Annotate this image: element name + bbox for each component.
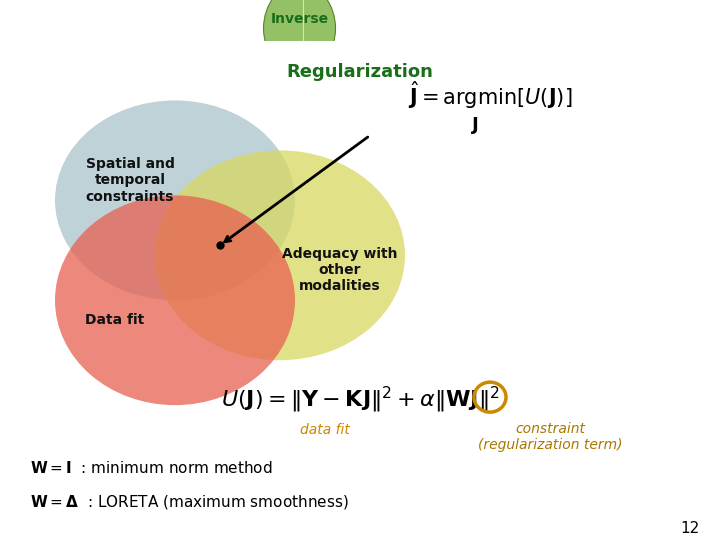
- Text: $\mathbf{W} = \mathbf{I}$  : minimum norm method: $\mathbf{W} = \mathbf{I}$ : minimum norm…: [30, 460, 273, 476]
- Text: $\mathbf{J}$: $\mathbf{J}$: [471, 115, 479, 136]
- Ellipse shape: [55, 100, 295, 300]
- Text: $\hat{\mathbf{J}} = \mathrm{argmin}[U(\mathbf{J})]$: $\hat{\mathbf{J}} = \mathrm{argmin}[U(\m…: [408, 79, 572, 111]
- Text: $\mathbf{W} = \mathbf{\Delta}$  : LORETA (maximum smoothness): $\mathbf{W} = \mathbf{\Delta}$ : LORETA …: [30, 493, 348, 511]
- Ellipse shape: [264, 0, 336, 73]
- Text: Data fit: Data fit: [86, 313, 145, 327]
- Text: Introduction: Introduction: [9, 12, 106, 26]
- Text: Conclusion: Conclusion: [620, 12, 705, 26]
- Text: Inverse: Inverse: [271, 12, 328, 26]
- Text: SPM: SPM: [524, 12, 559, 26]
- Text: 12: 12: [680, 521, 700, 536]
- Text: data fit: data fit: [300, 423, 350, 437]
- Ellipse shape: [155, 151, 405, 360]
- Text: Regularization: Regularization: [287, 64, 433, 82]
- Text: Spatial and
temporal
constraints: Spatial and temporal constraints: [86, 157, 174, 204]
- Text: $U(\mathbf{J}) = \|\mathbf{Y} - \mathbf{K}\mathbf{J}\|^2 + \alpha\|\mathbf{W}\ma: $U(\mathbf{J}) = \|\mathbf{Y} - \mathbf{…: [220, 385, 500, 415]
- Text: constraint
(regularization term): constraint (regularization term): [478, 422, 622, 452]
- Text: Bayes: Bayes: [397, 12, 444, 26]
- Text: Adequacy with
other
modalities: Adequacy with other modalities: [282, 247, 397, 293]
- Text: Forward: Forward: [146, 12, 211, 26]
- Ellipse shape: [55, 195, 295, 405]
